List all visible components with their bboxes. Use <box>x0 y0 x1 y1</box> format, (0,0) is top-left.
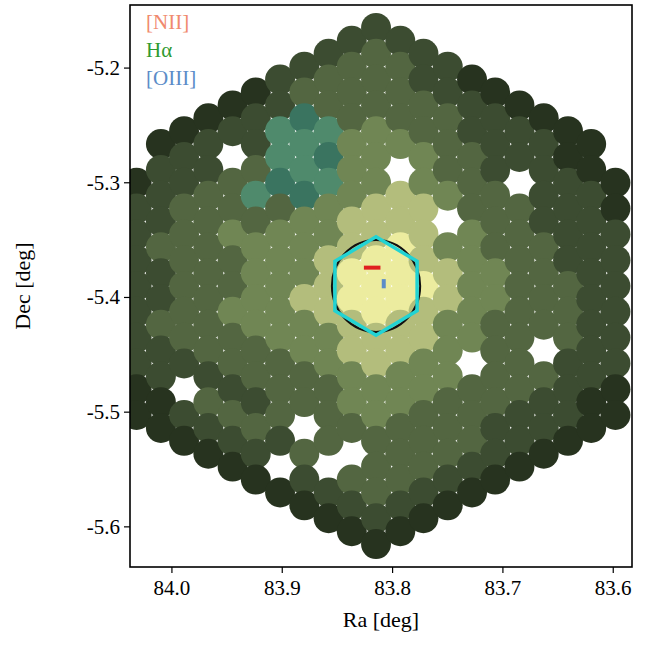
x-tick-label: 83.9 <box>264 576 301 600</box>
fiber <box>600 400 630 430</box>
legend-entry: [OIII] <box>146 66 196 90</box>
fiber <box>600 219 630 249</box>
y-tick-label: -5.2 <box>87 56 120 80</box>
y-tick <box>124 526 130 527</box>
plot-area <box>130 13 630 559</box>
y-tick <box>124 67 130 68</box>
y-tick <box>124 412 130 413</box>
footprint-hexagon <box>335 237 417 336</box>
y-tick-label: -5.3 <box>87 171 120 195</box>
marker-segment <box>364 266 381 270</box>
legend-entry: Hα <box>146 38 172 62</box>
y-tick-label: -5.4 <box>87 285 121 309</box>
legend-entry: [NII] <box>146 10 189 34</box>
x-tick <box>282 567 283 573</box>
fiber <box>600 323 630 353</box>
x-tick <box>613 567 614 573</box>
y-axis-label: Dec [deg] <box>10 242 35 329</box>
x-tick-label: 83.6 <box>595 576 632 600</box>
x-tick <box>392 567 393 573</box>
fiber <box>600 348 630 378</box>
fiber <box>600 168 630 198</box>
chart: 84.0 83.9 83.8 83.7 83.6 -5.2 -5.3 -5.4 -5.5 -5.6… <box>0 0 652 651</box>
fiber <box>600 297 630 327</box>
y-tick-label: -5.6 <box>87 515 120 539</box>
y-tick-label: -5.5 <box>87 400 120 424</box>
fiber <box>600 245 630 275</box>
x-tick <box>502 567 503 573</box>
x-tick-label: 83.7 <box>485 576 522 600</box>
x-tick-label: 84.0 <box>154 576 191 600</box>
fiber <box>576 129 606 159</box>
fiber <box>600 194 630 224</box>
fiber <box>600 374 630 404</box>
fiber <box>600 271 630 301</box>
x-tick <box>171 567 172 573</box>
x-axis-label: Ra [deg] <box>343 607 419 632</box>
marker-segment <box>382 279 386 288</box>
y-tick <box>124 182 130 183</box>
x-tick-label: 83.8 <box>374 576 411 600</box>
frame <box>130 5 632 567</box>
y-tick <box>124 297 130 298</box>
